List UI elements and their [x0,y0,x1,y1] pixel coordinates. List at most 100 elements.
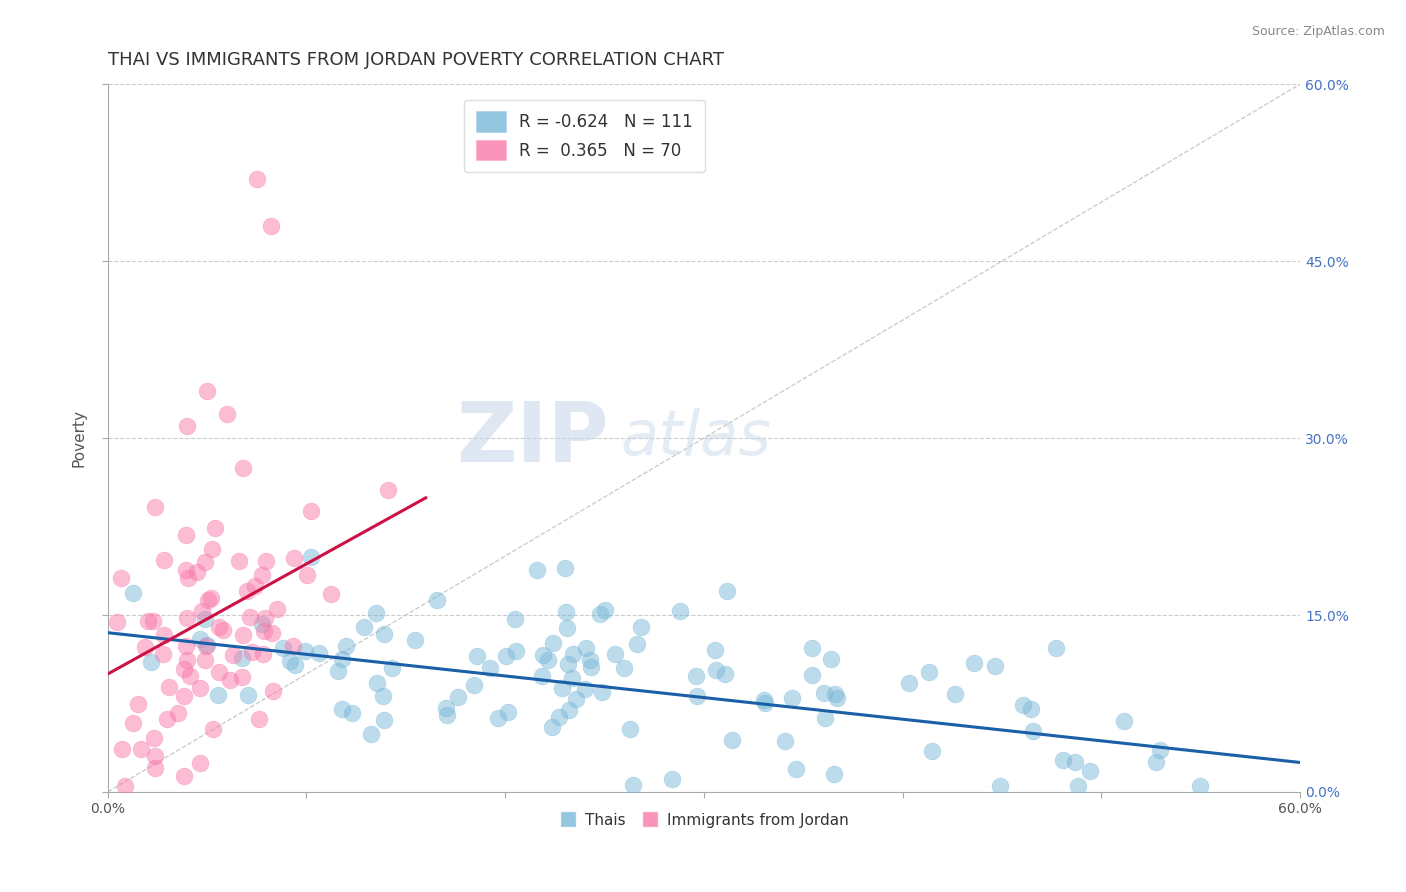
Point [547,710,569,724]
Point [281,640,304,654]
Point [565,691,588,706]
Point [824,687,846,701]
Point [1189,779,1212,793]
Point [630,620,652,634]
Point [551,681,574,695]
Point [173,662,195,676]
Point [541,635,564,649]
Point [984,659,1007,673]
Point [202,723,225,737]
Point [254,554,277,568]
Point [558,703,581,717]
Point [605,647,627,661]
Point [236,688,259,702]
Point [153,553,176,567]
Point [239,610,262,624]
Point [193,555,215,569]
Point [686,690,709,704]
Point [295,568,318,582]
Point [990,779,1012,793]
Point [918,665,941,679]
Point [340,706,363,721]
Point [197,593,219,607]
Point [260,219,283,233]
Point [1144,755,1167,769]
Point [232,460,254,475]
Point [195,638,218,652]
Legend: Thais, Immigrants from Jordan: Thais, Immigrants from Jordan [553,806,855,834]
Point [685,669,707,683]
Point [366,606,388,620]
Point [360,726,382,740]
Point [176,419,198,434]
Point [208,665,231,679]
Point [554,561,576,575]
Point [308,646,330,660]
Point [105,615,128,630]
Point [211,623,233,637]
Point [619,722,641,736]
Point [1011,698,1033,712]
Point [447,690,470,704]
Point [495,649,517,664]
Point [173,689,195,703]
Point [752,693,775,707]
Point [381,661,404,675]
Point [554,605,576,619]
Point [434,701,457,715]
Point [589,607,612,621]
Point [284,658,307,673]
Point [721,733,744,747]
Point [240,645,263,659]
Point [332,701,354,715]
Point [1052,753,1074,767]
Point [283,551,305,566]
Point [706,663,728,677]
Point [134,640,156,654]
Point [814,711,837,725]
Point [505,644,527,658]
Point [373,626,395,640]
Point [174,528,197,542]
Point [176,653,198,667]
Point [963,657,986,671]
Point [247,712,270,726]
Point [330,652,353,666]
Text: atlas: atlas [620,408,772,468]
Point [353,620,375,634]
Point [231,628,253,642]
Point [250,567,273,582]
Point [262,684,284,698]
Point [626,638,648,652]
Point [668,604,690,618]
Point [204,521,226,535]
Point [404,632,426,647]
Point [253,624,276,639]
Point [122,586,145,600]
Point [266,602,288,616]
Point [207,689,229,703]
Point [373,713,395,727]
Point [143,748,166,763]
Point [326,664,349,678]
Point [245,579,267,593]
Point [785,762,807,776]
Point [188,681,211,695]
Point [228,554,250,568]
Point [143,761,166,775]
Point [174,639,197,653]
Point [122,715,145,730]
Point [827,691,849,706]
Point [195,384,218,398]
Point [222,648,245,662]
Point [575,640,598,655]
Point [1067,779,1090,793]
Point [157,681,180,695]
Point [561,648,583,662]
Point [260,625,283,640]
Point [1114,714,1136,728]
Point [301,504,323,518]
Point [1064,755,1087,769]
Point [531,669,554,683]
Point [555,621,578,635]
